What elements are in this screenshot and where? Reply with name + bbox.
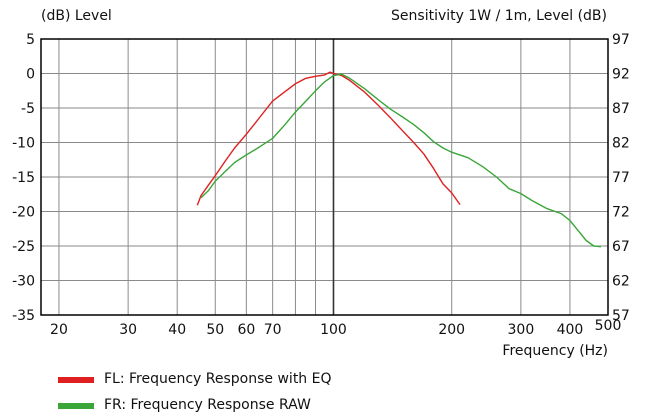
series-line-fl <box>196 71 461 206</box>
x-tick-label: 60 <box>237 322 255 338</box>
y-tick-label: 0 <box>26 67 35 83</box>
left-axis-title: (dB) Level <box>41 8 112 24</box>
x-tick-label: 30 <box>119 322 137 338</box>
y-tick-label: -25 <box>12 239 35 255</box>
series-lines <box>196 71 602 248</box>
x-tick-label: 50 <box>206 322 224 338</box>
y-tick-label: -10 <box>12 136 35 152</box>
y-tick-label-right: 72 <box>612 205 630 221</box>
y-tick-label-right: 97 <box>612 32 630 48</box>
x-tick-label: 300 <box>508 322 535 338</box>
y-tick-label-right: 77 <box>612 170 630 186</box>
legend-label: FR: Frequency Response RAW <box>104 397 311 413</box>
y-tick-label-right: 57 <box>612 308 630 324</box>
y-tick-label-right: 87 <box>612 101 630 117</box>
y-tick-label-right: 67 <box>612 239 630 255</box>
x-tick-label: 20 <box>50 322 68 338</box>
legend: FL: Frequency Response with EQ FR: Freque… <box>58 371 332 413</box>
x-tick-label: 100 <box>320 322 347 338</box>
right-axis-title: Sensitivity 1W / 1m, Level (dB) <box>391 8 607 24</box>
x-tick-label: 400 <box>557 322 584 338</box>
plot-frame <box>40 38 609 316</box>
x-tick-label: 40 <box>168 322 186 338</box>
y-tick-label: -15 <box>12 170 35 186</box>
x-tick-label: 70 <box>264 322 282 338</box>
y-tick-label: -5 <box>21 101 35 117</box>
y-tick-label: -30 <box>12 274 35 290</box>
y-tick-label: -35 <box>12 308 35 324</box>
y-tick-label-right: 92 <box>612 67 630 83</box>
y-tick-label: 5 <box>26 32 35 48</box>
series-line-fr <box>200 73 602 248</box>
axis-tick-labels: 50-5-10-15-20-25-30-35979287827772676257… <box>12 32 630 338</box>
legend-swatch <box>58 377 94 383</box>
y-tick-label-right: 62 <box>612 274 630 290</box>
y-tick-label: -20 <box>12 205 35 221</box>
x-axis-label: Frequency (Hz) <box>502 343 608 359</box>
legend-label: FL: Frequency Response with EQ <box>104 371 332 387</box>
x-tick-label: 500 <box>595 318 622 334</box>
legend-swatch <box>58 403 94 409</box>
y-tick-label-right: 82 <box>612 136 630 152</box>
x-tick-label: 200 <box>438 322 465 338</box>
